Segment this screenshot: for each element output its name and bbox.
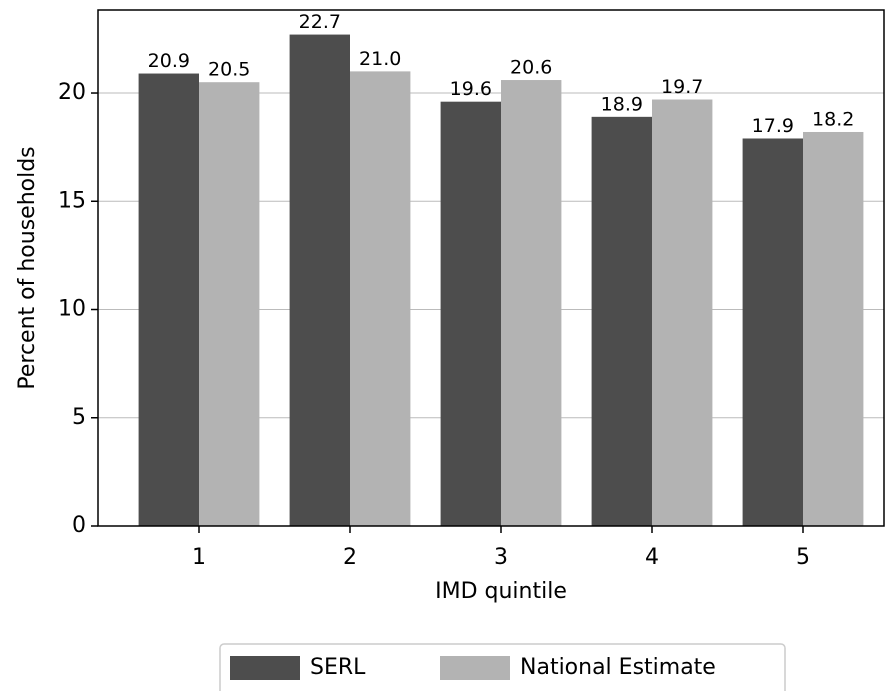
x-axis-label: IMD quintile <box>435 579 567 604</box>
x-tick-label: 5 <box>796 545 810 570</box>
bar <box>199 82 260 527</box>
value-label: 20.6 <box>510 57 552 79</box>
value-label: 19.6 <box>450 78 492 100</box>
y-tick-label: 0 <box>72 513 86 538</box>
value-label: 20.5 <box>208 59 250 81</box>
value-label: 20.9 <box>148 50 190 72</box>
bar <box>350 71 411 526</box>
bar <box>440 101 501 527</box>
x-tick-label: 1 <box>192 545 206 570</box>
y-axis-label: Percent of households <box>15 146 40 389</box>
value-label: 22.7 <box>299 11 341 33</box>
bar <box>501 80 562 526</box>
value-label: 19.7 <box>661 76 703 98</box>
bar <box>138 73 199 526</box>
y-tick-label: 20 <box>58 80 86 105</box>
y-tick-label: 15 <box>58 188 86 213</box>
legend-swatch <box>440 656 510 680</box>
bar <box>591 116 652 526</box>
bar <box>742 138 803 526</box>
value-label: 18.2 <box>812 108 854 130</box>
bar <box>803 131 864 526</box>
x-tick-label: 4 <box>645 545 659 570</box>
x-tick-label: 3 <box>494 545 508 570</box>
value-label: 21.0 <box>359 48 401 70</box>
y-tick-label: 5 <box>72 405 86 430</box>
y-tick-label: 10 <box>58 297 86 322</box>
value-label: 17.9 <box>752 115 794 137</box>
axis-frame <box>97 9 885 527</box>
legend-label: National Estimate <box>520 655 716 680</box>
legend-label: SERL <box>310 655 366 680</box>
x-tick-label: 2 <box>343 545 357 570</box>
bar <box>289 34 350 526</box>
value-label: 18.9 <box>601 93 643 115</box>
legend-swatch <box>230 656 300 680</box>
bar <box>652 99 713 526</box>
